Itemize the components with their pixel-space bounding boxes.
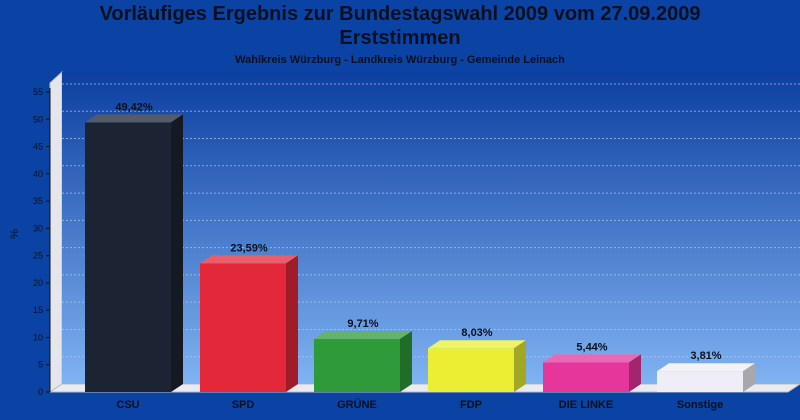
bar-side	[514, 340, 526, 392]
y-tick-label: 15	[33, 305, 43, 315]
bar-top	[85, 114, 183, 123]
bar-value-label: 5,44%	[576, 341, 607, 353]
y-tick-label: 50	[33, 114, 43, 124]
x-category-label: Sonstige	[677, 399, 723, 411]
bar-front	[543, 362, 629, 392]
bar-front	[85, 122, 171, 392]
chart-title: Vorläufiges Ergebnis zur Bundestagswahl …	[99, 3, 701, 25]
bar	[657, 363, 755, 392]
bar-front	[657, 371, 743, 392]
bar-value-labels: 49,42% 23,59% 9,71% 8,03% 5,44% 3,81%	[115, 101, 721, 362]
y-tick-label: 20	[33, 278, 43, 288]
bar	[314, 331, 412, 392]
bars	[85, 114, 755, 392]
bar-top	[314, 331, 412, 340]
bar-top	[200, 255, 298, 264]
bar-side	[400, 331, 412, 392]
plot-left-wall	[49, 70, 63, 393]
y-tick-label: 45	[33, 142, 43, 152]
bar-value-label: 49,42%	[115, 101, 153, 113]
bar-side	[286, 255, 298, 392]
bar	[85, 114, 183, 392]
bar-front	[314, 339, 400, 392]
y-tick-label: 10	[33, 332, 43, 342]
y-tick-label: 40	[33, 169, 43, 179]
bar-value-label: 23,59%	[230, 242, 268, 254]
bar-top	[428, 340, 526, 349]
chart-title-line2: Erststimmen	[339, 27, 461, 49]
y-axis-ticks: 0 5 10 15 20 25 30 35 40 45 50 55	[33, 87, 51, 397]
x-category-label: CSU	[116, 399, 139, 411]
bar-value-label: 9,71%	[347, 318, 378, 330]
x-category-label: SPD	[232, 399, 255, 411]
x-category-label: FDP	[460, 399, 482, 411]
bar	[543, 354, 641, 392]
y-tick-label: 25	[33, 251, 43, 261]
bar-top	[657, 363, 755, 372]
bar-front	[428, 348, 514, 392]
bar	[200, 255, 298, 392]
bar-front	[200, 263, 286, 392]
chart-subtitle: Wahlkreis Würzburg - Landkreis Würzburg …	[235, 54, 565, 66]
x-category-label: GRÜNE	[337, 398, 377, 411]
y-tick-label: 35	[33, 196, 43, 206]
bar-value-label: 3,81%	[690, 350, 721, 362]
y-tick-label: 0	[38, 387, 43, 397]
bar-value-label: 8,03%	[461, 327, 492, 339]
y-tick-label: 55	[33, 87, 43, 97]
bar-side	[171, 114, 183, 392]
x-category-label: DIE LINKE	[559, 399, 613, 411]
gridlines	[62, 83, 800, 358]
bar-side	[629, 354, 641, 392]
y-tick-label: 5	[38, 360, 43, 370]
bar	[428, 340, 526, 392]
bar-top	[543, 354, 641, 363]
bar-side	[743, 363, 755, 392]
x-axis-categories: CSU SPD GRÜNE FDP DIE LINKE Sonstige	[116, 398, 723, 411]
plot-area	[62, 72, 800, 384]
y-tick-label: 30	[33, 223, 43, 233]
